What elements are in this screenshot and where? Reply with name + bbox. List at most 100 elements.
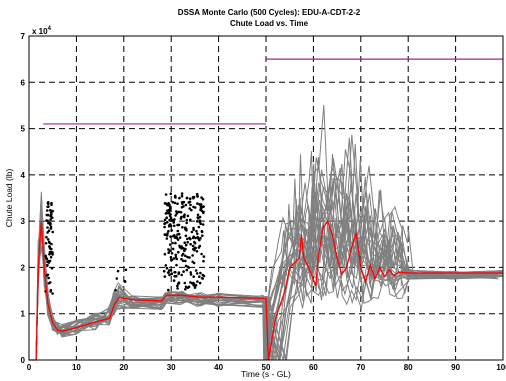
peak-point: [198, 238, 201, 242]
peak-point: [170, 229, 173, 232]
peak-point: [198, 275, 201, 279]
peak-point: [174, 253, 178, 257]
peak-point: [190, 208, 193, 212]
peak-point: [189, 273, 193, 276]
trace-line: [29, 199, 498, 361]
peak-point: [168, 273, 171, 277]
peak-point: [196, 280, 199, 283]
y-axis-label: Chute Load (lb): [4, 169, 14, 228]
peak-point: [177, 210, 181, 214]
peak-point: [202, 274, 206, 278]
peak-point: [178, 196, 181, 200]
peak-point: [167, 288, 170, 292]
peak-point: [47, 276, 50, 280]
peak-point: [45, 274, 48, 277]
peak-point: [197, 225, 201, 229]
y-multiplier-exponent: 4: [48, 26, 52, 32]
peak-point: [168, 214, 172, 218]
peak-point: [184, 285, 188, 289]
peak-point: [167, 211, 171, 214]
peak-point: [169, 206, 172, 210]
peak-point: [162, 269, 166, 273]
peak-point: [48, 241, 51, 245]
peak-point: [46, 219, 49, 222]
peak-point: [169, 192, 173, 195]
y-tick-label: 4: [21, 171, 26, 180]
y-tick-label: 6: [21, 78, 26, 87]
peak-point: [176, 229, 180, 233]
peak-point: [163, 202, 167, 205]
peak-point: [189, 218, 192, 222]
peak-point: [175, 210, 178, 213]
peak-point: [188, 197, 192, 200]
y-tick-label: 2: [21, 263, 26, 272]
y-tick-labels: 0 1 2 3 4 5 6 7: [21, 32, 26, 365]
peak-point: [169, 258, 173, 262]
y-multiplier-label: x 104: [32, 26, 52, 36]
x-tick-label: 20: [119, 363, 128, 372]
peak-point: [187, 201, 191, 204]
peak-point: [46, 226, 49, 229]
chart-subtitle: Chute Load vs. Time: [230, 19, 309, 28]
peak-point: [191, 254, 194, 257]
peak-point: [49, 218, 52, 221]
peak-point: [172, 221, 175, 224]
peak-point: [172, 279, 176, 282]
peak-point: [186, 214, 190, 218]
peak-point: [199, 222, 202, 226]
peak-point: [182, 270, 185, 273]
peak-point: [181, 252, 185, 256]
x-tick-label: 60: [309, 363, 318, 372]
peak-point: [182, 200, 186, 204]
peak-point: [199, 236, 202, 240]
peak-point: [115, 277, 119, 280]
peak-point: [163, 233, 167, 236]
peak-point: [175, 235, 178, 239]
peak-point: [202, 255, 206, 258]
peak-point: [163, 218, 167, 221]
peak-point: [186, 237, 189, 241]
peak-point: [196, 235, 199, 239]
peak-point: [198, 203, 202, 206]
peak-point: [47, 221, 50, 225]
peak-point: [189, 203, 192, 207]
peak-point: [179, 210, 183, 214]
peak-point: [188, 256, 191, 259]
peak-point: [189, 242, 192, 246]
peak-point: [201, 223, 205, 226]
peak-point: [179, 217, 183, 220]
peak-point: [166, 203, 170, 207]
peak-point: [200, 229, 204, 233]
peak-point: [173, 224, 176, 228]
peak-point: [165, 266, 169, 270]
peak-point: [190, 230, 194, 234]
y-tick-label: 1: [21, 310, 26, 319]
peak-point: [187, 285, 191, 289]
monte-carlo-traces: [29, 104, 504, 361]
peak-point: [194, 284, 198, 287]
peak-point: [49, 211, 53, 214]
peak-point: [182, 246, 185, 250]
peak-point: [201, 277, 204, 280]
peak-point: [183, 213, 186, 216]
peak-point: [194, 269, 198, 272]
y-tick-label: 3: [21, 217, 26, 226]
peak-point: [169, 255, 173, 259]
peak-point: [51, 292, 54, 295]
peak-point: [174, 214, 177, 217]
peak-point: [184, 264, 188, 268]
peak-point: [192, 282, 196, 286]
chart-title: DSSA Monte Carlo (500 Cycles): EDU-A-CDT…: [178, 8, 361, 17]
peak-point: [51, 251, 54, 254]
peak-point: [167, 271, 170, 274]
peak-point: [51, 216, 54, 220]
y-tick-label: 0: [21, 356, 26, 365]
nominal-series: [29, 219, 503, 361]
peak-point: [201, 234, 204, 237]
nominal-line: [29, 219, 503, 361]
peak-point: [202, 205, 205, 208]
peak-point: [45, 209, 49, 212]
peak-point: [189, 281, 192, 284]
peak-point: [197, 246, 201, 249]
